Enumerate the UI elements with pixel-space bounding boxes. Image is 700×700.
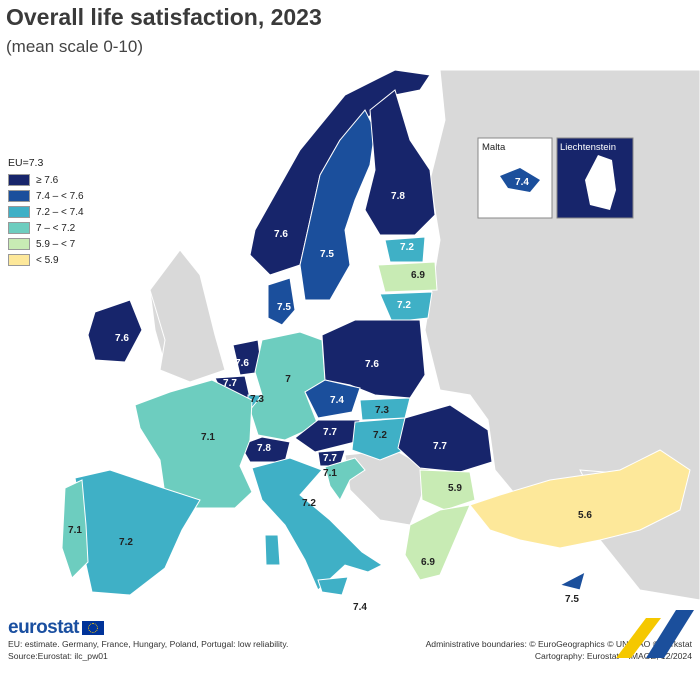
logo-text: eurostat [8, 617, 79, 638]
value-label-austria: 7.7 [323, 427, 337, 438]
region-turkiye [469, 449, 691, 549]
region-estonia [384, 236, 426, 263]
region-bulgaria [419, 469, 476, 511]
legend: EU=7.3 ≥ 7.6 7.4 – < 7.6 7.2 – < 7.4 7 – < … [8, 157, 84, 268]
legend-swatch [8, 254, 30, 266]
legend-label: 7 – < 7.2 [36, 222, 76, 234]
value-label-spain: 7.2 [119, 537, 133, 548]
region-czechia [304, 379, 361, 419]
value-label-greece: 6.9 [421, 557, 435, 568]
malta-shape [500, 168, 540, 192]
legend-label: < 5.9 [36, 254, 59, 266]
region-sicily [317, 576, 349, 596]
value-label-hungary: 7.2 [373, 430, 387, 441]
value-label-norway: 7.6 [274, 229, 288, 240]
footer-note: EU: estimate. Germany, France, Hungary, … [8, 639, 289, 649]
value-label-france: 7.1 [201, 432, 215, 443]
liechtenstein-shape [585, 155, 616, 210]
value-label-sweden: 7.5 [320, 249, 334, 260]
page-title: Overall life satisfaction, 2023 [6, 4, 322, 30]
region-ireland [87, 299, 143, 363]
footer-cartography: Cartography: Eurostat – IMAGE, 12/2024 [534, 651, 692, 661]
inset-liechtenstein-title: Liechtenstein [560, 142, 616, 153]
region-lithuania [379, 291, 433, 323]
value-label-germany: 7 [285, 374, 291, 385]
region-romania [397, 404, 493, 473]
value-label-estonia: 7.2 [400, 242, 414, 253]
value-label-bulgaria: 5.9 [448, 483, 462, 494]
region-switzerland [239, 436, 291, 463]
value-label-cyprus: 7.5 [565, 594, 579, 605]
region-greece [404, 504, 471, 581]
legend-eu-value: EU=7.3 [8, 157, 44, 169]
corner-decoration-icon [616, 610, 694, 658]
value-label-finland: 7.8 [391, 191, 405, 202]
region-portugal [61, 479, 89, 579]
inset-malta [477, 137, 553, 219]
legend-item: 7.4 – < 7.6 [8, 188, 84, 204]
footer-boundaries: Administrative boundaries: © EuroGeograp… [425, 639, 692, 649]
legend-label: 7.4 – < 7.6 [36, 190, 84, 202]
region-sweden [299, 109, 376, 301]
legend-item: 5.9 – < 7 [8, 236, 84, 252]
region-cyprus [558, 571, 586, 591]
legend-swatch [8, 174, 30, 186]
value-label-portugal: 7.1 [68, 525, 82, 536]
legend-swatch [8, 206, 30, 218]
value-label-denmark: 7.5 [277, 302, 291, 313]
region-sardinia [264, 534, 281, 566]
value-label-latvia: 6.9 [411, 270, 425, 281]
value-label-croatia: 7.1 [323, 468, 337, 479]
inset-liechtenstein [556, 137, 634, 219]
country-shapes [61, 69, 691, 596]
value-label-belgium: 7.7 [223, 378, 237, 389]
value-label-luxembourg: 7.3 [250, 394, 264, 405]
value-label-slovakia: 7.3 [375, 405, 389, 416]
value-label-malta: 7.4 [353, 602, 367, 613]
region-uk [149, 249, 226, 383]
value-label-netherlands: 7.6 [235, 358, 249, 369]
region-latvia [377, 261, 438, 293]
legend-label: ≥ 7.6 [36, 174, 59, 186]
value-label-romania: 7.7 [433, 441, 447, 452]
value-label-italy: 7.2 [302, 498, 316, 509]
legend-item: ≥ 7.6 [8, 172, 84, 188]
legend-swatch [8, 222, 30, 234]
region-croatia [324, 457, 366, 501]
eurostat-logo: eurostat [8, 617, 104, 639]
value-label-poland: 7.6 [365, 359, 379, 370]
eu-flag-icon [81, 621, 104, 635]
region-finland [364, 89, 436, 236]
region-hungary [351, 417, 411, 461]
region-denmark [267, 277, 296, 326]
value-label-switzerland: 7.8 [257, 443, 271, 454]
inset-malta-value: 7.4 [515, 177, 529, 188]
region-italy [251, 457, 384, 591]
value-label-lithuania: 7.2 [397, 300, 411, 311]
footer-source: Source:Eurostat: ilc_pw01 [8, 651, 108, 661]
legend-item: 7.2 – < 7.4 [8, 204, 84, 220]
legend-label: 5.9 – < 7 [36, 238, 76, 250]
legend-swatch [8, 190, 30, 202]
legend-item: 7 – < 7.2 [8, 220, 84, 236]
legend-item: < 5.9 [8, 252, 84, 268]
map-value-labels: 7.6 7.5 7.8 7.2 6.9 7.2 7.5 7.6 7.6 7.7 7.3 7 7.6 7.4… [68, 177, 592, 613]
value-label-trkiye: 5.6 [578, 510, 592, 521]
inset-malta-title: Malta [482, 142, 506, 153]
page-subtitle: (mean scale 0-10) [6, 37, 144, 56]
region-france [134, 379, 253, 509]
legend-label: 7.2 – < 7.4 [36, 206, 84, 218]
value-label-czechia: 7.4 [330, 395, 344, 406]
value-label-slovenia: 7.7 [323, 453, 337, 464]
value-label-ireland: 7.6 [115, 333, 129, 344]
legend-swatch [8, 238, 30, 250]
